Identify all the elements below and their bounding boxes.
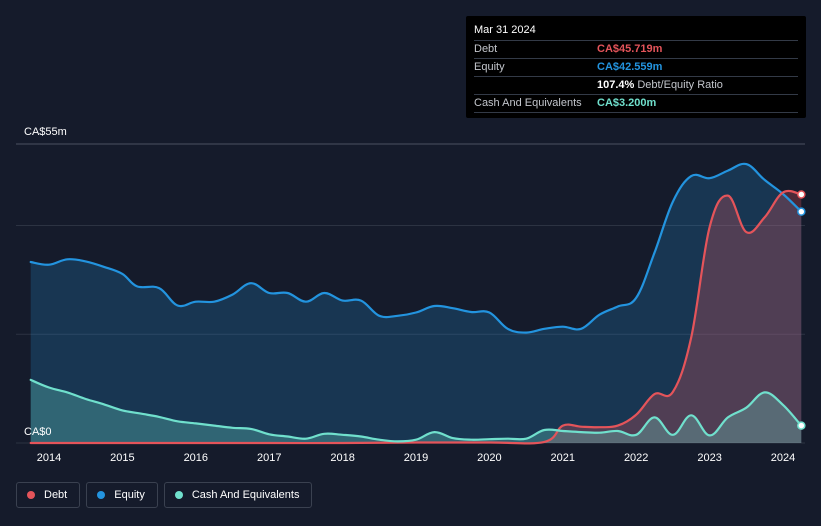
x-tick-label: 2022: [624, 452, 648, 464]
tooltip-debt-row: Debt CA$45.719m: [474, 40, 798, 58]
y-axis-top-label: CA$55m: [24, 126, 67, 138]
x-tick-label: 2020: [477, 452, 501, 464]
x-tick-label: 2024: [771, 452, 795, 464]
debt-area: [30, 190, 802, 444]
tooltip-ratio-value: 107.4%: [597, 79, 635, 91]
tooltip-cash-value: CA$3.200m: [597, 97, 657, 109]
tooltip-equity-value: CA$42.559m: [597, 61, 663, 73]
series-lines: [29, 162, 803, 445]
equity-end-marker: [797, 207, 806, 216]
x-tick-label: 2018: [330, 452, 354, 464]
cash-end-marker: [797, 421, 806, 430]
x-tick-label: 2017: [257, 452, 281, 464]
tooltip-cash-row: Cash And Equivalents CA$3.200m: [474, 94, 798, 113]
y-axis-bottom-label: CA$0: [24, 426, 52, 438]
debt-end-marker: [797, 190, 806, 199]
legend-equity-label: Equity: [114, 489, 145, 501]
debt-line: [29, 189, 803, 445]
x-tick-label: 2023: [697, 452, 721, 464]
cash-line: [29, 378, 803, 443]
data-tooltip: Mar 31 2024 Debt CA$45.719m Equity CA$42…: [466, 16, 806, 118]
x-tick-label: 2019: [404, 452, 428, 464]
cash-dot-icon: [174, 491, 183, 499]
tooltip-debt-value: CA$45.719m: [597, 43, 663, 55]
x-tick-label: 2014: [37, 452, 61, 464]
tooltip-ratio-row: 107.4% Debt/Equity Ratio: [474, 76, 798, 94]
equity-line: [29, 162, 803, 334]
x-axis-ticks: 2014 2015 2016 2017 2018 2019 2020 2021 2022 2023…: [37, 452, 795, 464]
legend-debt-label: Debt: [44, 489, 68, 501]
tooltip-equity-label: Equity: [474, 61, 505, 73]
legend-cash-label: Cash And Equivalents: [191, 489, 300, 501]
tooltip-equity-row: Equity CA$42.559m: [474, 58, 798, 76]
series-end-markers: [797, 190, 806, 430]
legend-item-cash[interactable]: Cash And Equivalents: [163, 482, 313, 508]
chart-legend: Debt Equity Cash And Equivalents: [16, 482, 313, 508]
debt-dot-icon: [27, 491, 35, 499]
x-tick-label: 2021: [551, 452, 575, 464]
tooltip-ratio-label: Debt/Equity Ratio: [637, 79, 723, 91]
equity-dot-icon: [97, 491, 106, 499]
equity-area: [30, 163, 802, 443]
x-tick-label: 2015: [110, 452, 134, 464]
legend-item-debt[interactable]: Debt: [16, 482, 81, 508]
tooltip-cash-label: Cash And Equivalents: [474, 97, 582, 109]
tooltip-debt-label: Debt: [474, 43, 498, 55]
x-tick-label: 2016: [184, 452, 208, 464]
series-areas: [30, 163, 802, 444]
tooltip-date: Mar 31 2024: [474, 24, 536, 36]
legend-item-equity[interactable]: Equity: [86, 482, 158, 508]
